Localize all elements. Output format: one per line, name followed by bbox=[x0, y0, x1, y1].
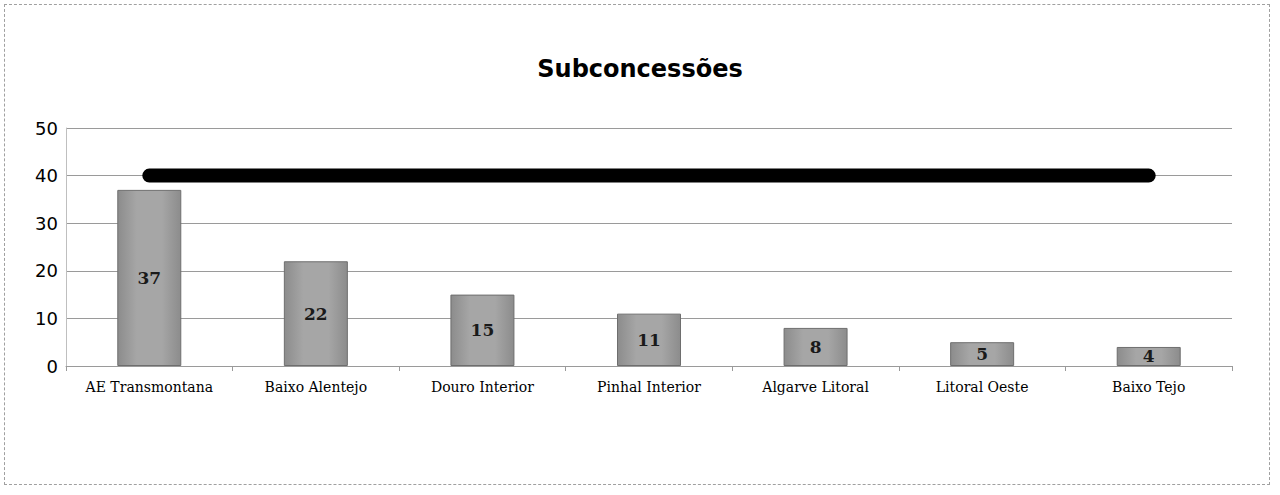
svg-text:20: 20 bbox=[35, 260, 58, 281]
svg-text:Subconcessões: Subconcessões bbox=[537, 55, 742, 83]
svg-text:15: 15 bbox=[471, 320, 495, 340]
svg-text:Pinhal Interior: Pinhal Interior bbox=[597, 379, 701, 395]
svg-text:4: 4 bbox=[1143, 346, 1155, 366]
svg-text:Algarve Litoral: Algarve Litoral bbox=[761, 379, 869, 395]
svg-text:10: 10 bbox=[35, 308, 58, 329]
svg-text:0: 0 bbox=[47, 356, 58, 377]
svg-text:AE Transmontana: AE Transmontana bbox=[85, 379, 213, 395]
svg-text:5: 5 bbox=[976, 344, 988, 364]
svg-text:22: 22 bbox=[304, 304, 328, 324]
svg-text:50: 50 bbox=[35, 118, 58, 139]
svg-text:30: 30 bbox=[35, 213, 58, 234]
svg-text:Baixo Alentejo: Baixo Alentejo bbox=[265, 379, 367, 395]
svg-text:40: 40 bbox=[35, 165, 58, 186]
svg-text:8: 8 bbox=[810, 337, 822, 357]
svg-text:Douro Interior: Douro Interior bbox=[431, 379, 534, 395]
svg-text:Litoral Oeste: Litoral Oeste bbox=[936, 379, 1029, 395]
svg-text:37: 37 bbox=[137, 268, 161, 288]
svg-text:11: 11 bbox=[637, 330, 661, 350]
svg-text:Baixo Tejo: Baixo Tejo bbox=[1112, 379, 1185, 395]
